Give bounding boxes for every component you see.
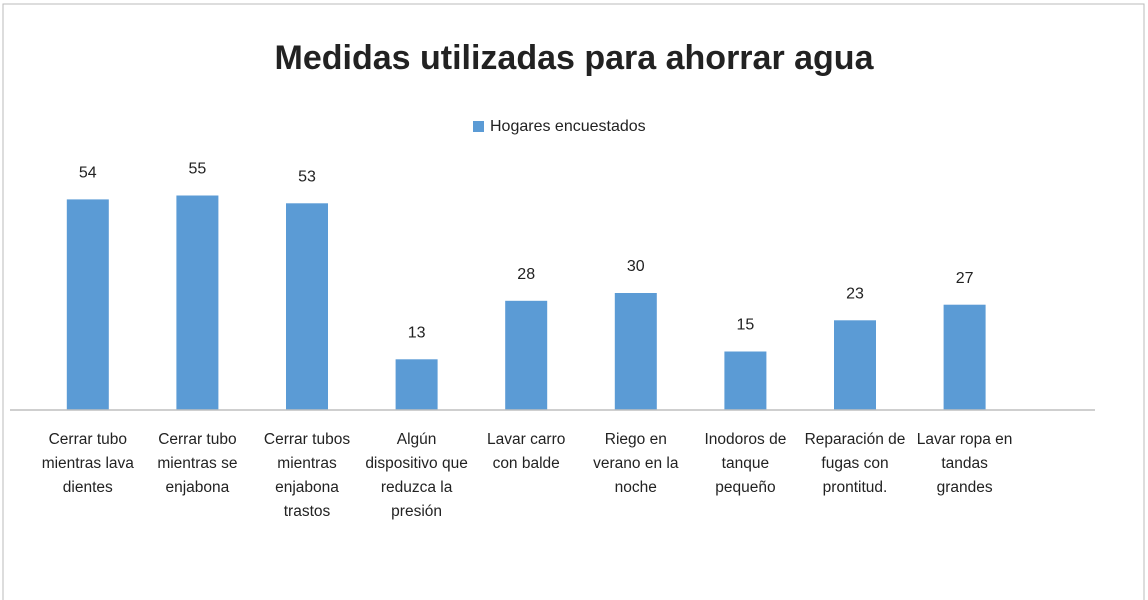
- data-label: 53: [298, 169, 316, 186]
- chart-title: Medidas utilizadas para ahorrar agua: [275, 39, 875, 77]
- x-tick-label: Lavar ropa en tandas grandes: [916, 431, 1013, 496]
- bar: [66, 199, 109, 410]
- data-label: 13: [408, 325, 426, 342]
- data-label: 15: [737, 317, 755, 334]
- data-label: 27: [956, 270, 974, 287]
- x-tick-label: Riego en verano en la noche: [593, 431, 679, 496]
- x-tick-label: Algún dispositivo que reduzca la presión: [365, 431, 468, 520]
- bar: [395, 359, 438, 410]
- x-tick-label: Cerrar tubos mientras enjabona trastos: [263, 431, 351, 520]
- data-label: 30: [627, 258, 645, 275]
- bar: [834, 320, 876, 410]
- legend-label: Hogares encuestados: [490, 118, 646, 135]
- legend-swatch: [473, 121, 484, 132]
- x-tick-label: Cerrar tubo mientras lava dientes: [41, 431, 134, 496]
- bar: [286, 203, 328, 410]
- bar: [505, 300, 548, 410]
- data-label: 23: [846, 286, 864, 303]
- data-label: 54: [79, 165, 97, 182]
- bar: [176, 195, 219, 410]
- x-tick-label: Reparación de fugas con prontitud.: [804, 431, 906, 496]
- chart-frame: [2, 3, 1145, 600]
- x-tick-label: Inodoros de tanque pequeño: [704, 431, 787, 496]
- data-label: 55: [189, 161, 207, 178]
- x-tick-label: Cerrar tubo mientras se enjabona: [157, 431, 238, 496]
- x-tick-label: Lavar carro con balde: [486, 431, 566, 472]
- bar: [614, 293, 657, 410]
- data-label: 28: [517, 266, 535, 283]
- bar: [724, 351, 767, 410]
- bar: [943, 304, 986, 410]
